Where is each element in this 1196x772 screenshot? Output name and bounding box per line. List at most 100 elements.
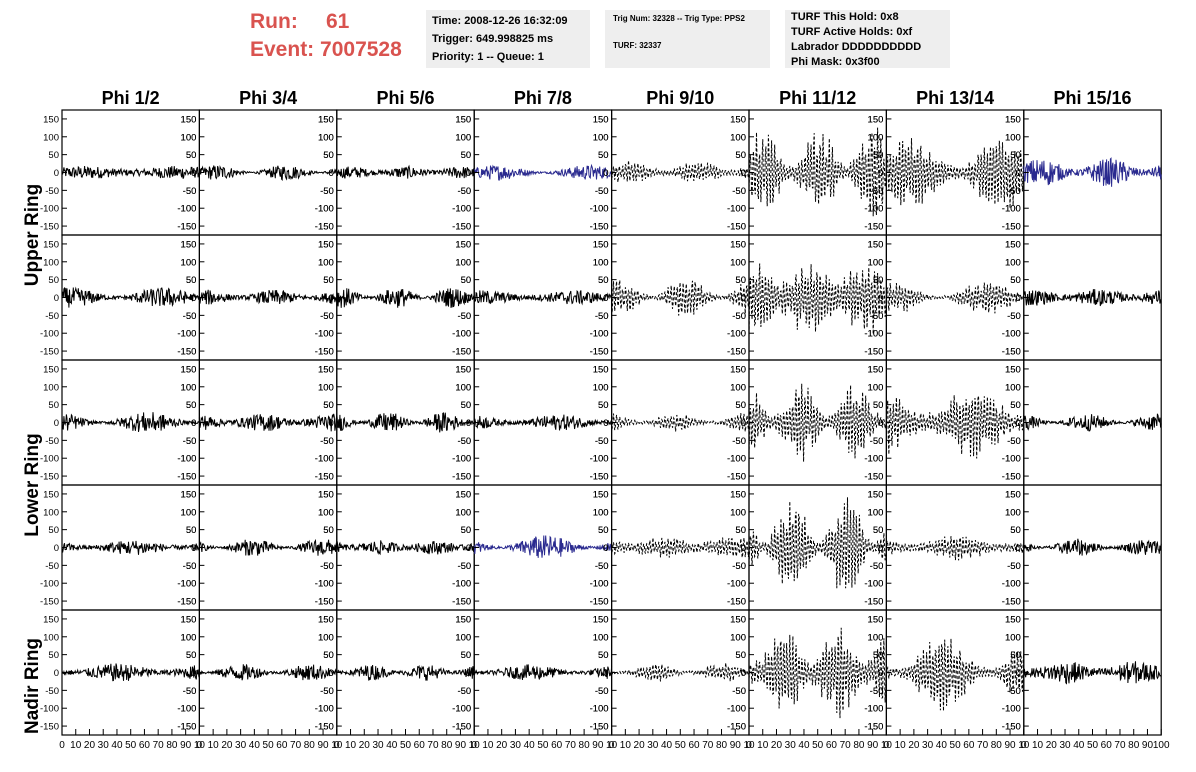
x-tick-label: 0 [334,740,340,751]
y-tick-label: -50 [45,311,59,322]
y-tick-label-right: 0 [466,293,471,304]
y-tick-label-right: -100 [864,329,883,340]
y-tick-label-right: -50 [595,561,609,572]
y-tick-label: 50 [186,525,197,536]
x-tick-label: 20 [84,740,96,751]
y-tick-label: 50 [186,650,197,661]
y-tick-label: 150 [43,239,59,250]
y-tick-label: 50 [1010,650,1021,661]
y-tick-label: -150 [177,722,196,733]
x-tick-label: 70 [565,740,577,751]
y-tick-label: 0 [741,418,746,429]
y-tick-label-right: 0 [878,543,883,554]
y-tick-label-right: 150 [181,614,197,625]
waveform-trace [885,638,1025,712]
y-tick-label: -150 [40,347,59,358]
y-tick-label-right: -150 [177,597,196,608]
x-tick-label: 90 [1004,740,1016,751]
y-tick-label-right: -50 [732,186,746,197]
y-tick-label-right: -150 [864,222,883,233]
y-tick-label: 100 [593,382,609,393]
y-tick-label: 50 [873,150,884,161]
y-tick-label: 100 [455,382,471,393]
y-tick-label: -50 [1007,311,1021,322]
y-tick-label-right: 150 [868,489,884,500]
y-tick-label-right: 150 [318,114,334,125]
x-tick-label: 40 [798,740,810,751]
y-tick-label-right: 150 [730,489,746,500]
y-tick-label-right: 100 [593,257,609,268]
y-tick-label: -50 [870,686,884,697]
y-tick-label: 50 [598,150,609,161]
y-tick-label: 100 [181,507,197,518]
y-tick-label-right: 0 [329,668,334,679]
y-tick-label-right: -50 [1007,561,1021,572]
y-tick-label: -50 [183,686,197,697]
y-tick-label-right: -100 [1002,579,1021,590]
y-tick-label: 150 [868,114,884,125]
y-tick-label: 100 [593,257,609,268]
y-tick-label-right: -100 [864,579,883,590]
y-tick-label: -50 [595,686,609,697]
x-tick-label: 20 [634,740,646,751]
column-header: Phi 13/14 [916,88,994,108]
y-tick-label: -100 [452,704,471,715]
y-tick-label: 50 [1010,400,1021,411]
y-tick-label-right: -50 [457,186,471,197]
y-tick-label-right: 0 [329,168,334,179]
waveform-trace [885,536,1024,561]
y-tick-label: 150 [730,614,746,625]
y-tick-label: 150 [1005,239,1021,250]
y-tick-label: -50 [732,186,746,197]
y-tick-label-right: 150 [181,114,197,125]
y-tick-label: 50 [1010,150,1021,161]
y-tick-label: -100 [452,329,471,340]
y-tick-label: 50 [461,150,472,161]
trigger-info-box: Trig Num: 32328 -- Trig Type: PPS2 TURF:… [605,10,770,68]
y-tick-label: -50 [732,311,746,322]
y-tick-label: 0 [878,168,883,179]
y-tick-label-right: -150 [1002,597,1021,608]
y-tick-label: 100 [318,132,334,143]
y-tick-label: 50 [735,150,746,161]
y-tick-label-right: 0 [878,168,883,179]
y-tick-label: 100 [181,382,197,393]
y-tick-label-right: -100 [452,579,471,590]
y-tick-label-right: 0 [191,293,196,304]
y-tick-label: 100 [730,257,746,268]
y-tick-label-right: 0 [603,168,608,179]
y-tick-label: 100 [1005,257,1021,268]
y-tick-label-right: -100 [727,454,746,465]
y-tick-label: 0 [54,543,59,554]
y-tick-label: 50 [598,275,609,286]
y-tick-label-right: -50 [320,311,334,322]
waveform-trace [198,664,338,681]
x-tick-label: 30 [235,740,247,751]
y-tick-label: 100 [43,507,59,518]
y-tick-label-right: 0 [878,293,883,304]
y-tick-label-right: 50 [873,400,884,411]
y-tick-label-right: -150 [590,222,609,233]
y-tick-label: -100 [1002,454,1021,465]
y-tick-label: -50 [320,561,334,572]
y-tick-label-right: 0 [466,543,471,554]
y-tick-label-right: 0 [1016,418,1021,429]
y-tick-label: -150 [315,347,334,358]
y-tick-label-right: -100 [177,454,196,465]
y-tick-label: 50 [186,150,197,161]
y-tick-label: -50 [595,186,609,197]
y-tick-label-right: 0 [329,543,334,554]
y-tick-label: 150 [181,239,197,250]
x-tick-label: 60 [1101,740,1113,751]
time-info-box: Time: 2008-12-26 16:32:09 Trigger: 649.9… [426,10,590,68]
y-tick-label-right: 100 [455,382,471,393]
y-tick-label: 0 [329,668,334,679]
x-tick-label: 90 [317,740,329,751]
y-tick-label: -150 [315,722,334,733]
y-tick-label-right: 150 [593,614,609,625]
y-tick-label: 0 [1016,168,1021,179]
y-tick-label: -50 [320,686,334,697]
y-tick-label-right: -50 [595,436,609,447]
y-tick-label-right: 50 [735,400,746,411]
y-tick-label-right: -100 [177,579,196,590]
